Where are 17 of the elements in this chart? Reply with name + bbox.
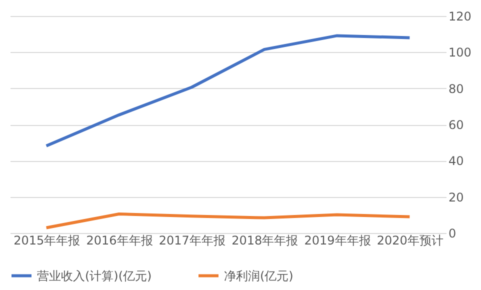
legend-label: 净利润(亿元) [224,268,294,283]
x-tick-label: 2018年年报 [232,234,298,248]
y-tick-label: 100 [448,46,472,60]
y-tick-label: 0 [448,226,456,240]
y-tick-label: 80 [448,82,464,96]
x-tick-label: 2016年年报 [86,234,153,248]
line-series [44,212,412,230]
y-tick-label: 60 [448,118,464,132]
legend-label: 营业收入(计算)(亿元) [37,268,152,283]
x-tick-label: 2020年预计 [376,234,444,248]
y-tick-label: 20 [448,190,464,204]
y-tick-label: 40 [448,154,464,168]
x-tick-label: 2019年年报 [304,234,371,248]
line-series [44,34,412,148]
x-tick-label: 2015年年报 [14,234,80,248]
y-tick-label: 120 [448,10,472,24]
x-tick-label: 2017年年报 [158,234,226,248]
